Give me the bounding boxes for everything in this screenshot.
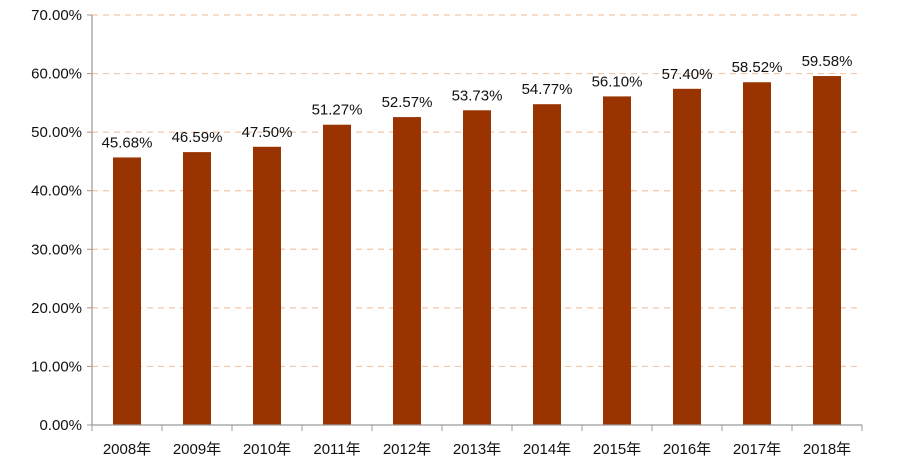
bar: [743, 82, 771, 426]
data-label: 53.73%: [452, 87, 503, 104]
data-labels: 45.68% 46.59% 47.50% 51.27% 52.57% 53.73% 54.7…: [102, 53, 853, 151]
y-tick-label: 40.00%: [31, 183, 82, 200]
bar: [253, 146, 281, 426]
y-tick-label: 10.00%: [31, 358, 82, 375]
x-tick-label: 2015年: [593, 441, 641, 458]
data-label: 46.59%: [172, 129, 223, 146]
x-tick-label: 2009年: [173, 441, 221, 458]
y-tick-label: 70.00%: [31, 7, 82, 24]
data-label: 54.77%: [522, 81, 573, 98]
data-label: 56.10%: [592, 73, 643, 90]
y-tick-label: 0.00%: [39, 417, 82, 434]
x-tick-label: 2014年: [523, 441, 571, 458]
y-tick-labels: 0.00% 10.00% 20.00% 30.00% 40.00% 50.00% 60.00…: [31, 7, 82, 434]
bar: [813, 76, 841, 425]
data-label: 58.52%: [732, 59, 783, 76]
y-tick-label: 60.00%: [31, 66, 82, 83]
y-tick-label: 20.00%: [31, 300, 82, 317]
data-label: 45.68%: [102, 134, 153, 151]
data-label: 47.50%: [242, 124, 293, 141]
bars: [113, 76, 841, 426]
data-label: 59.58%: [802, 53, 853, 70]
data-label: 57.40%: [662, 66, 713, 83]
bar: [463, 110, 491, 425]
x-tick-label: 2008年: [103, 441, 151, 458]
bar: [533, 104, 561, 425]
bar: [323, 124, 351, 425]
data-label: 52.57%: [382, 94, 433, 111]
x-tick-label: 2018年: [803, 441, 851, 458]
x-tick-label: 2013年: [453, 441, 501, 458]
bar: [393, 117, 421, 425]
bar: [113, 157, 141, 425]
x-tick-label: 2010年: [243, 441, 291, 458]
x-tick-label: 2016年: [663, 441, 711, 458]
data-label: 51.27%: [312, 102, 363, 119]
x-tick-label: 2012年: [383, 441, 431, 458]
x-tick-label: 2017年: [733, 441, 781, 458]
x-tick-label: 2011年: [313, 441, 360, 458]
axes: [87, 14, 863, 431]
y-tick-label: 30.00%: [31, 241, 82, 258]
bar: [603, 96, 631, 426]
bar: [673, 88, 701, 426]
x-tick-labels: 2008年 2009年 2010年 2011年 2012年 2013年 2014年 2015年…: [103, 441, 851, 458]
y-tick-label: 50.00%: [31, 124, 82, 141]
bar: [183, 152, 211, 425]
